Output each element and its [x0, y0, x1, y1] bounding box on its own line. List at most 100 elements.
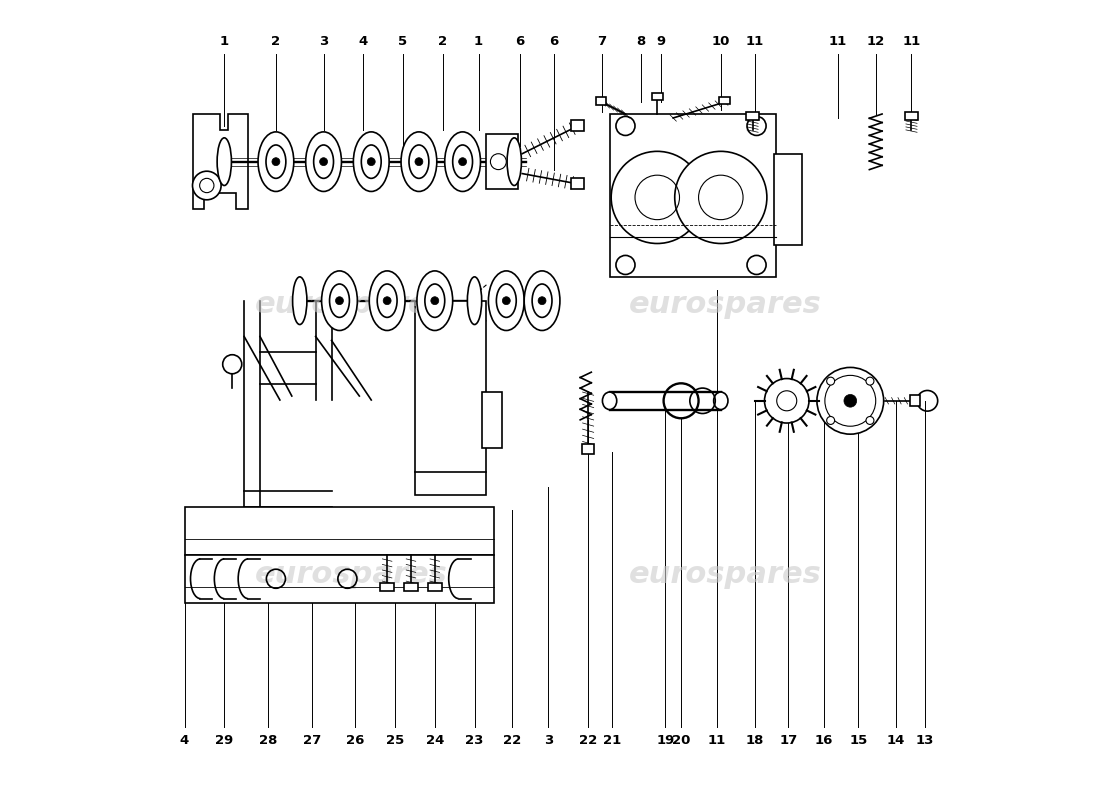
Text: eurospares: eurospares: [255, 560, 448, 590]
Text: 11: 11: [707, 734, 726, 746]
Bar: [428, 582, 442, 590]
Circle shape: [866, 377, 873, 385]
Polygon shape: [192, 114, 249, 210]
Text: 6: 6: [515, 35, 525, 48]
Text: 6: 6: [549, 35, 559, 48]
Text: 29: 29: [216, 734, 233, 746]
Text: 25: 25: [386, 734, 404, 746]
Bar: [582, 445, 594, 454]
Text: 19: 19: [656, 734, 674, 746]
Text: 4: 4: [180, 734, 189, 746]
Bar: [905, 112, 917, 119]
Ellipse shape: [425, 284, 444, 318]
Ellipse shape: [330, 284, 350, 318]
Ellipse shape: [361, 145, 382, 178]
Circle shape: [612, 151, 703, 243]
Circle shape: [747, 116, 766, 135]
Circle shape: [817, 367, 883, 434]
Bar: [483, 392, 503, 448]
Bar: [185, 555, 494, 602]
Ellipse shape: [370, 271, 405, 330]
Bar: [719, 97, 729, 105]
Ellipse shape: [353, 132, 389, 191]
Circle shape: [674, 151, 767, 243]
Bar: [609, 114, 777, 277]
Ellipse shape: [258, 132, 294, 191]
Text: 21: 21: [603, 734, 622, 746]
Circle shape: [415, 158, 422, 166]
Ellipse shape: [714, 392, 728, 410]
Circle shape: [336, 297, 343, 305]
Ellipse shape: [314, 145, 333, 178]
Text: 3: 3: [319, 35, 328, 48]
Bar: [415, 301, 486, 495]
Text: 11: 11: [746, 35, 764, 48]
Ellipse shape: [603, 392, 617, 410]
Text: 14: 14: [887, 734, 905, 746]
Circle shape: [459, 158, 466, 166]
Text: 3: 3: [543, 734, 553, 746]
Circle shape: [367, 158, 375, 166]
Circle shape: [272, 158, 279, 166]
Ellipse shape: [402, 132, 437, 191]
Ellipse shape: [444, 132, 481, 191]
Text: 11: 11: [902, 35, 921, 48]
Bar: [910, 395, 921, 406]
Ellipse shape: [217, 138, 231, 186]
Bar: [596, 98, 606, 106]
Bar: [774, 154, 802, 245]
Text: 1: 1: [474, 35, 483, 48]
Text: 13: 13: [916, 734, 934, 746]
Text: 20: 20: [672, 734, 691, 746]
Circle shape: [827, 377, 835, 385]
Text: 22: 22: [579, 734, 597, 746]
Text: 7: 7: [597, 35, 606, 48]
Text: 28: 28: [258, 734, 277, 746]
Text: 1: 1: [220, 35, 229, 48]
Bar: [609, 392, 721, 410]
Circle shape: [503, 297, 510, 305]
Ellipse shape: [306, 132, 341, 191]
Ellipse shape: [496, 284, 516, 318]
Text: eurospares: eurospares: [628, 560, 822, 590]
Circle shape: [383, 297, 392, 305]
Text: 15: 15: [849, 734, 868, 746]
Ellipse shape: [409, 145, 429, 178]
Ellipse shape: [266, 145, 286, 178]
Text: 11: 11: [828, 35, 847, 48]
Bar: [379, 582, 394, 590]
Circle shape: [866, 417, 873, 425]
Circle shape: [192, 171, 221, 200]
Ellipse shape: [321, 271, 358, 330]
Text: 18: 18: [746, 734, 764, 746]
Ellipse shape: [377, 284, 397, 318]
Text: 26: 26: [346, 734, 364, 746]
Ellipse shape: [417, 271, 453, 330]
Ellipse shape: [468, 277, 482, 325]
Text: 27: 27: [302, 734, 321, 746]
Text: 23: 23: [465, 734, 484, 746]
Bar: [746, 112, 759, 119]
Bar: [572, 120, 584, 131]
Circle shape: [222, 354, 242, 374]
Ellipse shape: [507, 138, 521, 186]
Ellipse shape: [293, 277, 307, 325]
Text: 9: 9: [657, 35, 665, 48]
Circle shape: [538, 297, 546, 305]
Bar: [486, 134, 518, 190]
Text: eurospares: eurospares: [255, 290, 448, 319]
Bar: [185, 507, 494, 555]
Ellipse shape: [453, 145, 473, 178]
Text: 12: 12: [867, 35, 884, 48]
Circle shape: [844, 394, 857, 407]
Circle shape: [431, 297, 439, 305]
Circle shape: [616, 116, 635, 135]
Bar: [572, 178, 584, 190]
Ellipse shape: [525, 271, 560, 330]
Text: 22: 22: [503, 734, 521, 746]
Text: 17: 17: [779, 734, 798, 746]
Text: 24: 24: [426, 734, 444, 746]
Ellipse shape: [488, 271, 525, 330]
Circle shape: [616, 255, 635, 274]
Text: 5: 5: [398, 35, 408, 48]
